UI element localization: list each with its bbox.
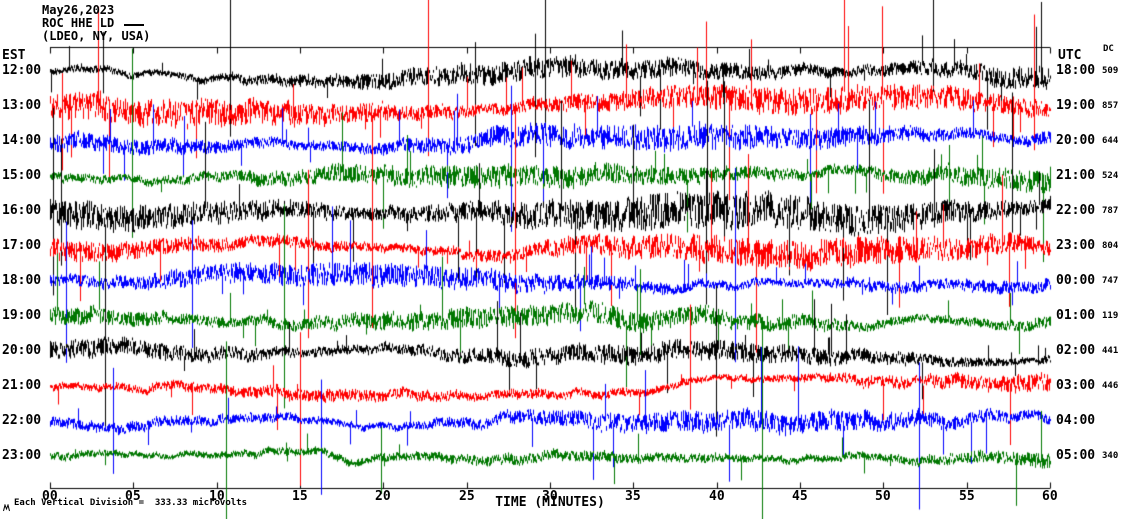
x-tick-label: 40: [709, 489, 725, 504]
utc-time-label: 20:00: [1056, 133, 1096, 148]
x-tick-label: 20: [375, 489, 391, 504]
est-time-label: 23:00: [2, 448, 42, 463]
est-time-label: 20:00: [2, 343, 42, 358]
est-time-label: 16:00: [2, 203, 42, 218]
dc-value-label: 446: [1102, 381, 1119, 391]
location-label: (LDEO, NY, USA): [42, 29, 151, 43]
x-tick-label: 25: [459, 489, 475, 504]
est-time-label: 12:00: [2, 63, 42, 78]
est-time-label: 15:00: [2, 168, 42, 183]
dc-value-label: 340: [1102, 451, 1119, 461]
x-axis-title: TIME (MINUTES): [495, 495, 605, 510]
utc-time-label: 18:00: [1056, 63, 1096, 78]
x-tick-label: 15: [292, 489, 308, 504]
utc-time-label: 23:00: [1056, 238, 1096, 253]
est-time-label: 21:00: [2, 378, 42, 393]
est-time-label: 17:00: [2, 238, 42, 253]
dc-value-label: 747: [1102, 276, 1119, 286]
x-tick-label: 05: [125, 489, 141, 504]
x-tick-label: 35: [625, 489, 641, 504]
utc-time-label: 22:00: [1056, 203, 1096, 218]
x-tick-label: 00: [42, 489, 58, 504]
utc-time-label: 05:00: [1056, 448, 1096, 463]
dc-value-label: 524: [1102, 171, 1119, 181]
left-axis-title: EST: [2, 48, 26, 63]
utc-time-label: 00:00: [1056, 273, 1096, 288]
x-tick-label: 60: [1042, 489, 1058, 504]
x-tick-label: 55: [959, 489, 975, 504]
utc-time-label: 21:00: [1056, 168, 1096, 183]
watermark-icon: [3, 504, 10, 512]
est-time-label: 19:00: [2, 308, 42, 323]
dc-value-label: 119: [1102, 311, 1119, 321]
x-tick-label: 30: [542, 489, 558, 504]
est-time-label: 18:00: [2, 273, 42, 288]
est-time-label: 22:00: [2, 413, 42, 428]
x-tick-label: 50: [875, 489, 891, 504]
x-tick-label: 45: [792, 489, 808, 504]
utc-time-label: 03:00: [1056, 378, 1096, 393]
dc-value-label: 509: [1102, 66, 1119, 76]
dc-value-label: 441: [1102, 346, 1119, 356]
station-trace-legend-line: [124, 24, 144, 26]
dc-axis-title: DC: [1103, 44, 1114, 54]
x-tick-label: 10: [209, 489, 225, 504]
right-axis-title: UTC: [1058, 48, 1082, 63]
utc-time-label: 02:00: [1056, 343, 1096, 358]
scale-note: Each Vertical Division = 333.33 microvol…: [14, 498, 247, 508]
date-label: May26,2023: [42, 3, 115, 17]
dc-value-label: 857: [1102, 101, 1119, 111]
dc-value-label: 804: [1102, 241, 1119, 251]
utc-time-label: 19:00: [1056, 98, 1096, 113]
est-time-label: 14:00: [2, 133, 42, 148]
station-label: ROC HHE LD: [42, 16, 115, 30]
est-time-label: 13:00: [2, 98, 42, 113]
dc-value-label: 644: [1102, 136, 1119, 146]
dc-value-label: 787: [1102, 206, 1119, 216]
utc-time-label: 04:00: [1056, 413, 1096, 428]
utc-time-label: 01:00: [1056, 308, 1096, 323]
